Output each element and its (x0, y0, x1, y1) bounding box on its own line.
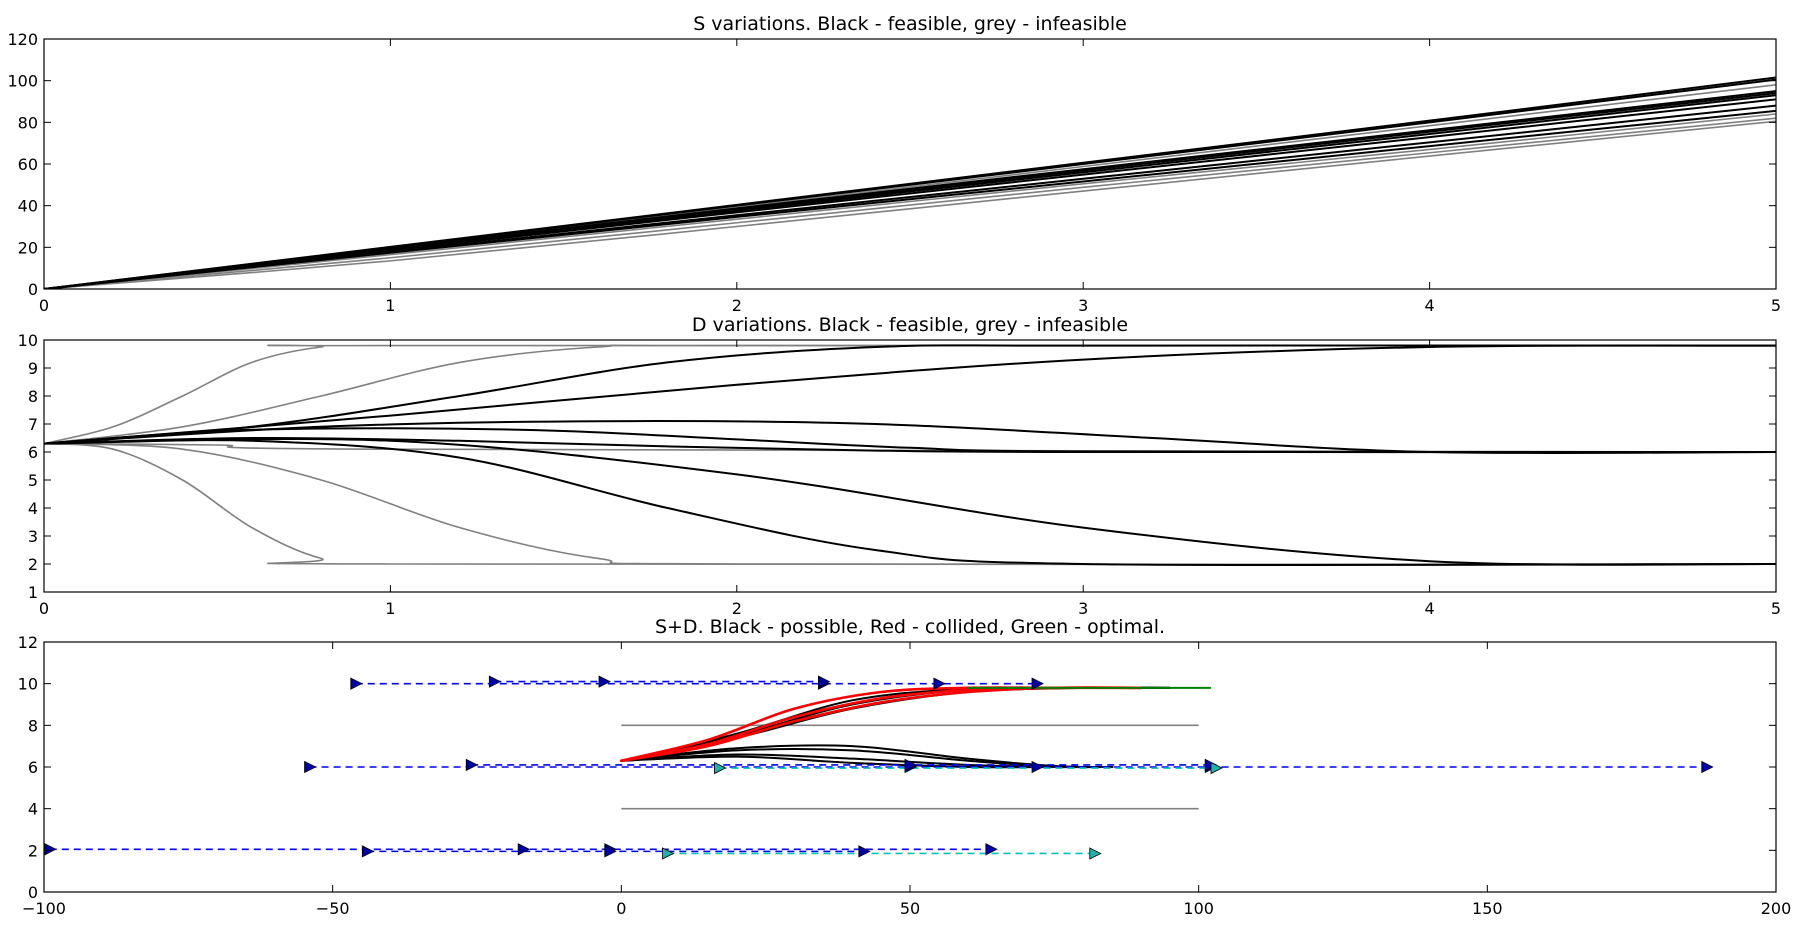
obstacle-marker-2-0 (304, 760, 317, 774)
x-tick-label: 0 (39, 296, 49, 315)
y-tick-label: 60 (18, 155, 38, 174)
x-tick-label: 100 (1183, 899, 1214, 918)
subplot-s-plus-d: S+D. Black - possible, Red - collided, G… (18, 616, 1792, 918)
x-tick-label: 200 (1761, 899, 1792, 918)
series-line-feasible-9 (44, 439, 1776, 567)
obstacle-marker-0-3 (1031, 677, 1044, 690)
axes-frame (43, 339, 1777, 593)
x-tick-label: 150 (1472, 899, 1503, 918)
y-tick-label: 4 (28, 499, 38, 518)
x-tick-label: 1 (385, 296, 395, 315)
y-tick-label: 5 (28, 471, 38, 490)
obstacle-marker-0-0 (350, 677, 363, 690)
obstacle-marker-4-0 (714, 761, 727, 775)
obstacle-marker-6-0 (361, 845, 375, 858)
obstacle-marker-6-2 (858, 845, 871, 858)
y-tick-label: 12 (18, 633, 38, 652)
obstacle-marker-7-0 (662, 847, 675, 860)
series-line-infeasible-10 (44, 117, 1776, 289)
obstacle-marker-1-0 (488, 675, 502, 688)
y-tick-label: 6 (28, 758, 38, 777)
x-tick-label: 3 (1078, 599, 1088, 618)
chart-title: S+D. Black - possible, Red - collided, G… (655, 616, 1165, 638)
x-tick-label: 3 (1078, 296, 1088, 315)
x-tick-label: 5 (1771, 599, 1781, 618)
subplot-d-variations: D variations. Black - feasible, grey - i… (18, 314, 1781, 618)
plot-area (44, 344, 1776, 567)
y-tick-label: 0 (28, 883, 38, 902)
obstacle-marker-5-0 (44, 843, 57, 856)
x-tick-label: 50 (900, 899, 920, 918)
x-tick-label: −100 (22, 899, 66, 918)
obstacle-marker-4-1 (1210, 761, 1223, 775)
y-tick-label: 40 (18, 197, 38, 216)
series-line-feasible-3 (44, 344, 1776, 445)
series-line-infeasible-9 (44, 113, 1776, 289)
subplot-s-variations: S variations. Black - feasible, grey - i… (7, 13, 1781, 315)
series-line-feasible-8 (44, 438, 1776, 566)
obstacle-marker-2-4 (1701, 760, 1714, 774)
x-tick-label: 0 (39, 599, 49, 618)
obstacle-marker-1-2 (818, 675, 831, 688)
chart-title: D variations. Black - feasible, grey - i… (692, 314, 1128, 336)
obstacle-marker-5-3 (985, 843, 998, 856)
plot-area (49, 680, 1707, 855)
y-tick-label: 8 (28, 716, 38, 735)
series-line-infeasible-11 (44, 120, 1776, 289)
x-tick-label: 0 (616, 899, 626, 918)
y-tick-label: 20 (18, 238, 38, 257)
x-tick-label: 2 (732, 599, 742, 618)
x-tick-label: −50 (316, 899, 350, 918)
obstacle-marker-3-0 (465, 758, 479, 772)
obstacle-marker-5-1 (517, 843, 531, 856)
obstacle-marker-1-1 (598, 675, 611, 688)
obstacle-marker-7-1 (1089, 847, 1102, 860)
series-line-feasible-7 (44, 436, 1776, 454)
series-line-collided-4 (620, 686, 1143, 763)
x-tick-label: 4 (1425, 296, 1435, 315)
y-tick-label: 2 (28, 555, 38, 574)
y-tick-label: 120 (7, 30, 38, 49)
y-tick-label: 7 (28, 415, 38, 434)
y-tick-label: 9 (28, 359, 38, 378)
y-tick-label: 10 (18, 675, 38, 694)
obstacle-marker-2-2 (1031, 760, 1044, 774)
x-tick-label: 2 (732, 296, 742, 315)
x-tick-label: 1 (385, 599, 395, 618)
y-tick-label: 1 (28, 583, 38, 602)
obstacle-marker-3-1 (904, 758, 917, 772)
series-line-feasible-5 (44, 98, 1776, 289)
series-line-feasible-7 (44, 109, 1776, 289)
obstacle-marker-6-1 (604, 845, 617, 858)
y-tick-label: 80 (18, 113, 38, 132)
y-tick-label: 100 (7, 72, 38, 91)
axes-frame (43, 38, 1777, 290)
y-tick-label: 0 (28, 280, 38, 299)
y-tick-label: 8 (28, 387, 38, 406)
y-tick-label: 6 (28, 443, 38, 462)
series-line-infeasible-11 (44, 442, 1776, 566)
y-tick-label: 2 (28, 841, 38, 860)
series-line-infeasible-10 (44, 442, 1776, 566)
y-tick-label: 4 (28, 800, 38, 819)
y-tick-label: 10 (18, 331, 38, 350)
x-tick-label: 4 (1425, 599, 1435, 618)
plot-area (44, 76, 1776, 289)
series-line-feasible-1 (44, 78, 1776, 289)
chart-title: S variations. Black - feasible, grey - i… (693, 13, 1127, 35)
x-tick-label: 5 (1771, 296, 1781, 315)
obstacle-marker-0-2 (933, 677, 946, 690)
y-tick-label: 3 (28, 527, 38, 546)
